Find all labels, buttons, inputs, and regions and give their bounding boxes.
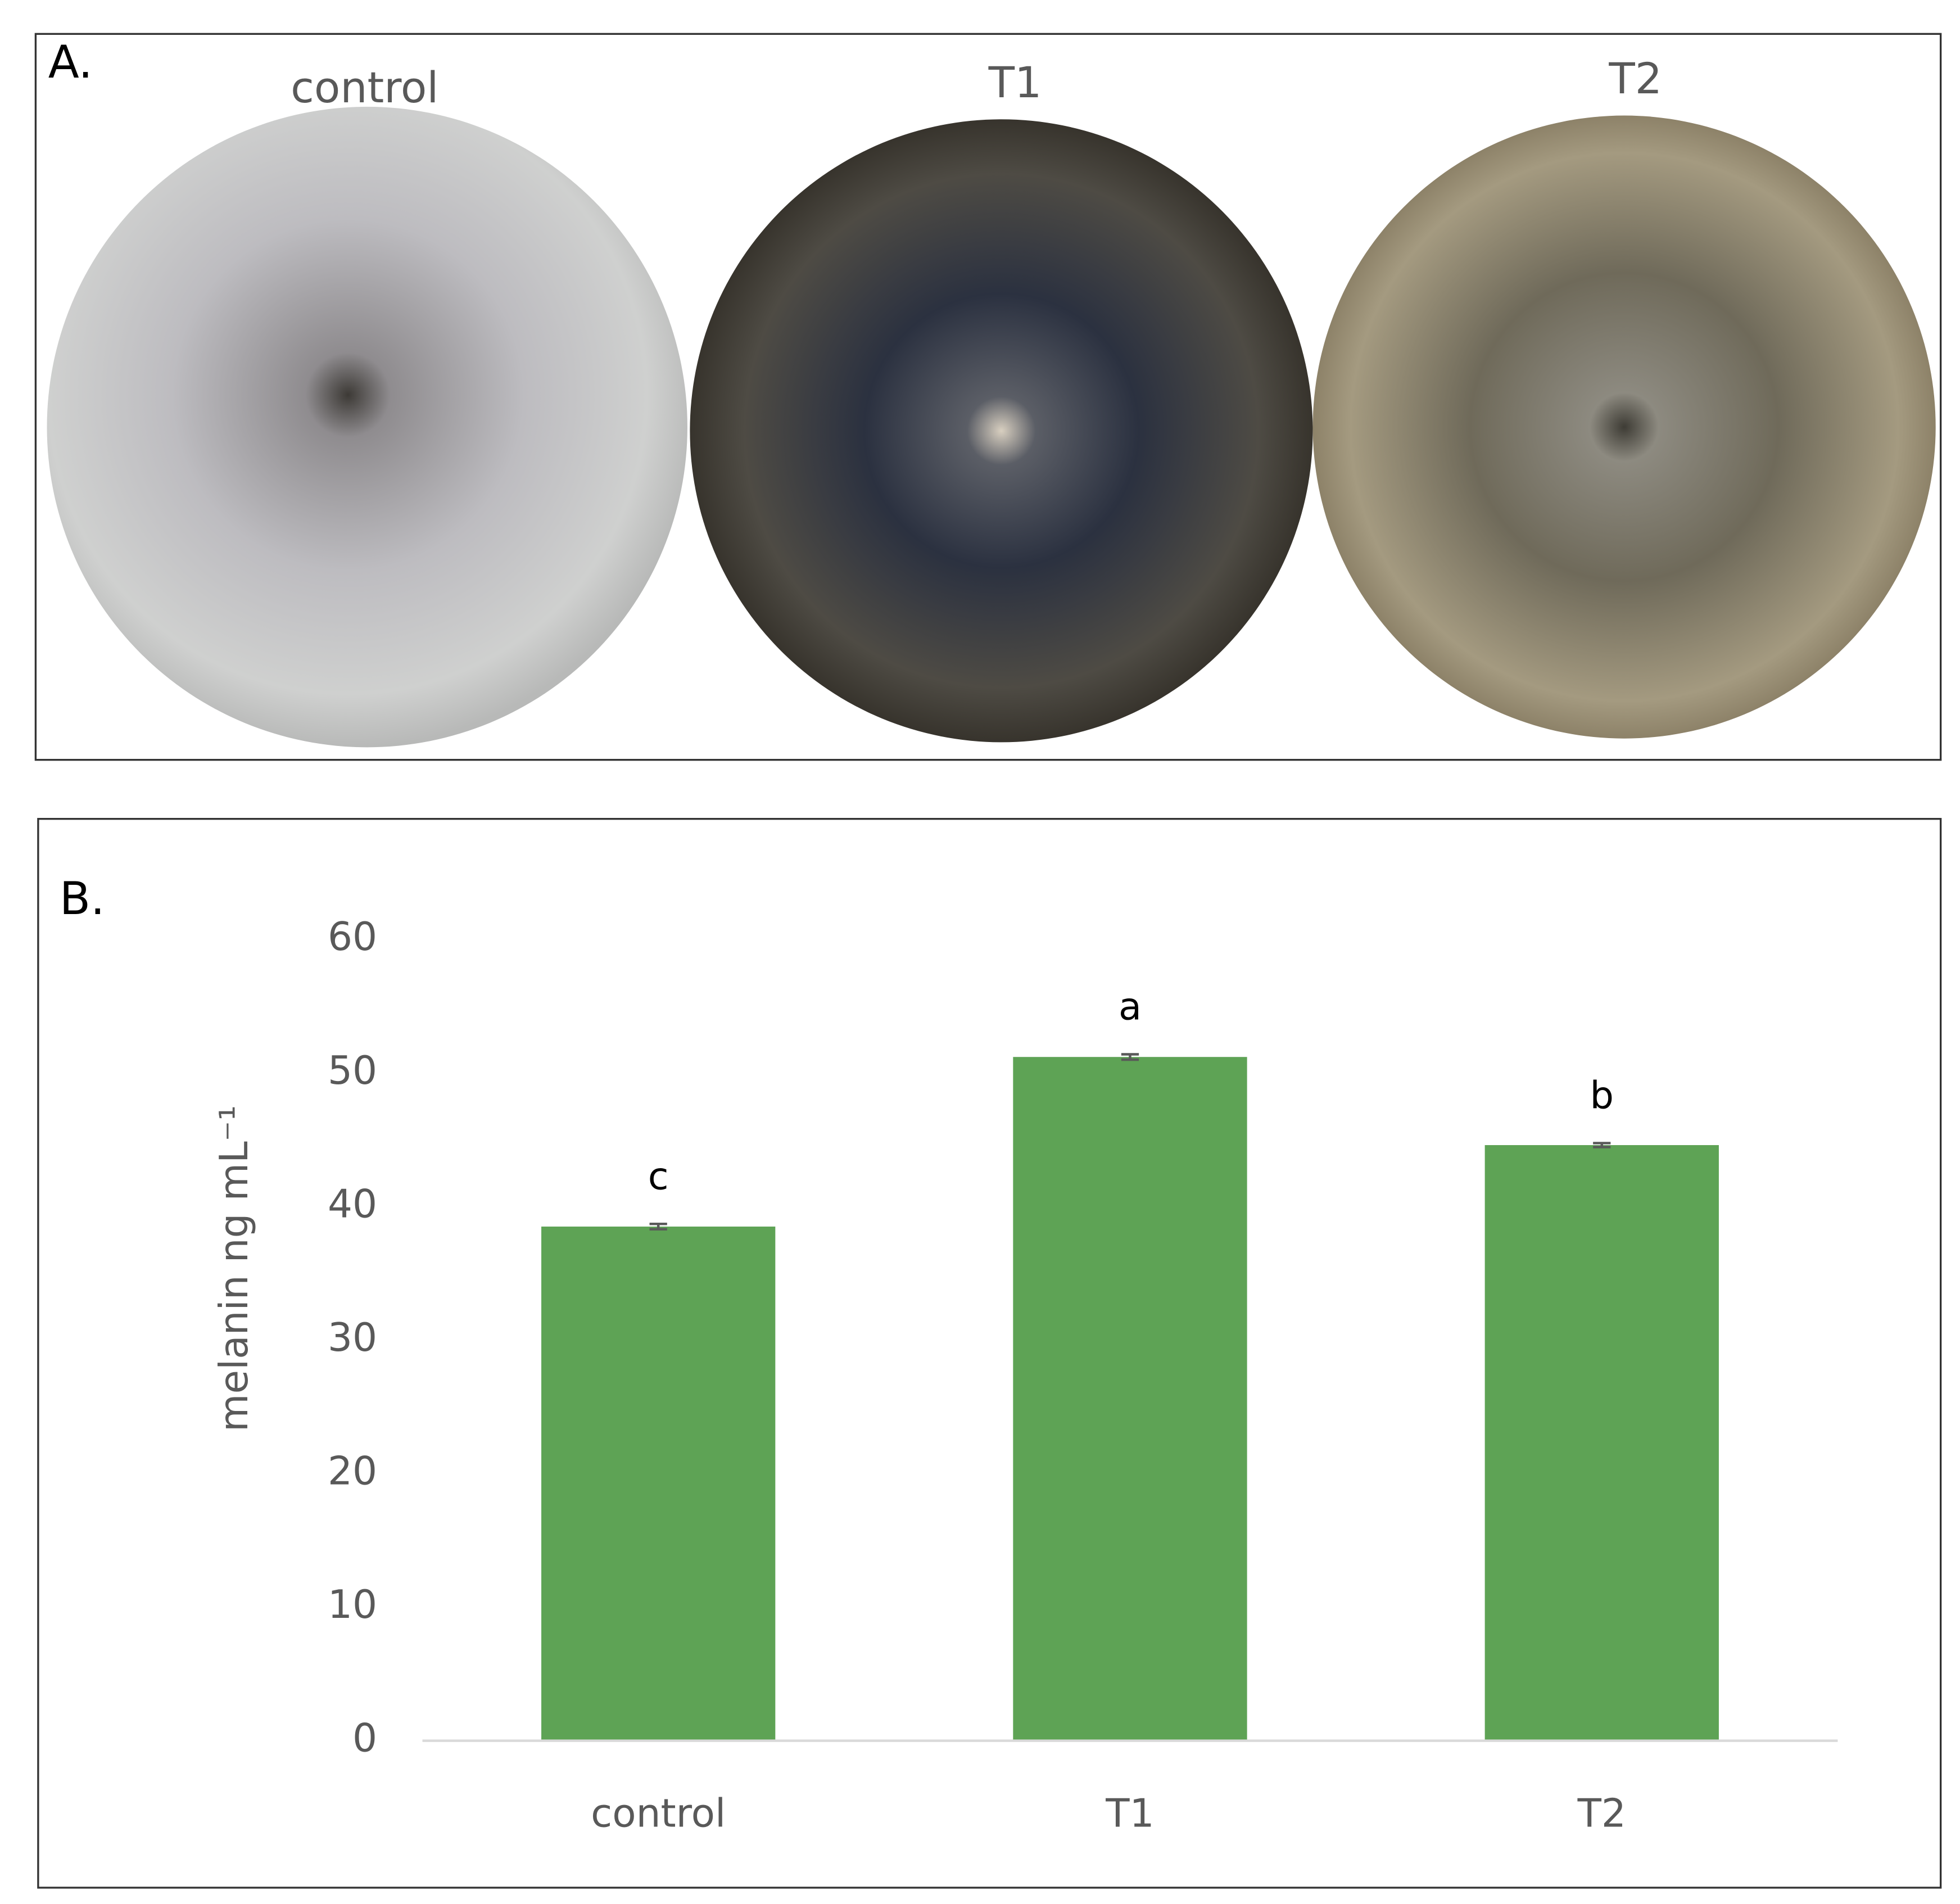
bar [1013, 1057, 1247, 1741]
error-bar [1593, 1142, 1611, 1148]
y-tick-label: 10 [328, 1582, 377, 1627]
y-tick-label: 60 [328, 915, 377, 960]
plate-label: control [291, 62, 438, 112]
significance-letter: c [648, 1154, 669, 1198]
plate-label: T2 [1608, 53, 1662, 103]
significance-letter: b [1590, 1074, 1614, 1118]
panel-a-frame [34, 33, 1942, 761]
bar [541, 1226, 776, 1741]
x-tick-label: T1 [1105, 1792, 1154, 1837]
y-tick-label: 40 [328, 1182, 377, 1227]
y-axis-title: melanin ng mL⁻¹ [212, 1105, 257, 1432]
petri-dish [690, 119, 1313, 743]
plate-label: T1 [988, 57, 1042, 107]
petri-dish [1312, 115, 1936, 739]
bar [1484, 1145, 1719, 1741]
y-tick-label: 20 [328, 1449, 377, 1494]
panel-label: A. [48, 35, 93, 88]
petri-dish [47, 106, 687, 748]
y-tick-label: 0 [352, 1716, 377, 1761]
y-tick-label: 50 [328, 1048, 377, 1093]
x-tick-label: T2 [1577, 1792, 1626, 1837]
panel-label: B. [60, 872, 105, 925]
significance-letter: a [1119, 985, 1142, 1029]
x-tick-label: control [591, 1792, 726, 1837]
y-tick-label: 30 [328, 1315, 377, 1360]
panel-b-frame [37, 818, 1942, 1889]
error-bar [1121, 1053, 1139, 1061]
error-bar [649, 1222, 667, 1231]
